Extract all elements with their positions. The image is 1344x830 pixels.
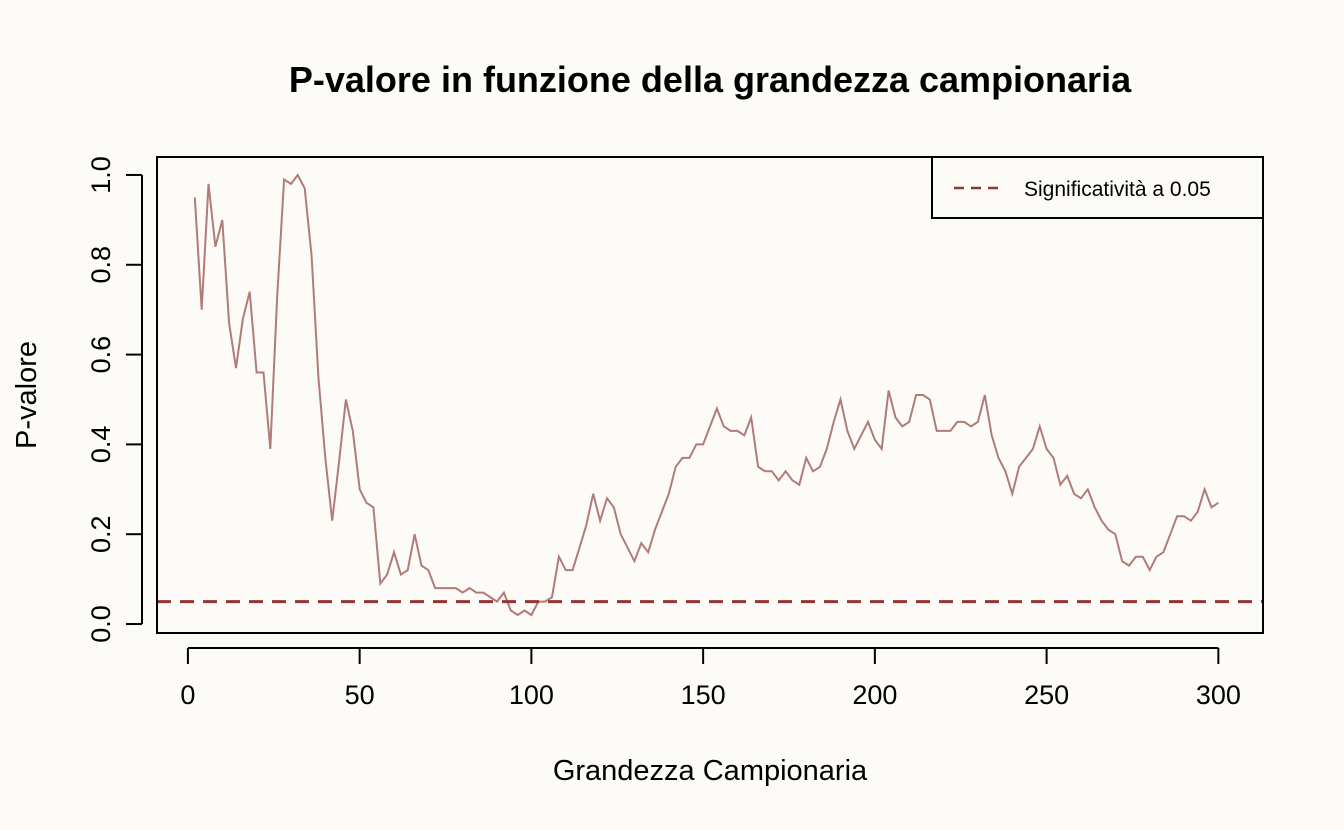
- x-tick-label: 100: [509, 680, 554, 710]
- x-tick-label: 200: [852, 680, 897, 710]
- x-tick-label: 0: [180, 680, 195, 710]
- x-tick-label: 250: [1024, 680, 1069, 710]
- chart-title: P-valore in funzione della grandezza cam…: [289, 59, 1132, 100]
- y-tick-label: 0.8: [86, 246, 116, 284]
- legend: Significatività a 0.05: [931, 156, 1264, 219]
- x-axis-label: Grandezza Campionaria: [553, 755, 868, 787]
- x-tick-label: 300: [1196, 680, 1241, 710]
- y-tick-label: 0.0: [86, 605, 116, 643]
- series-line-pvalue: [193, 173, 1219, 617]
- legend-label-threshold: Significatività a 0.05: [1024, 178, 1211, 201]
- legend-box: [931, 156, 1264, 219]
- y-tick-label: 1.0: [86, 156, 116, 194]
- x-tick-label: 50: [345, 680, 375, 710]
- x-tick-label: 150: [681, 680, 726, 710]
- y-tick-label: 0.2: [86, 515, 116, 553]
- plot-area: [157, 173, 1263, 617]
- y-tick-label: 0.4: [86, 426, 116, 464]
- y-axis: 0.0 0.2 0.4 0.6 0.8 1.0: [86, 156, 143, 643]
- y-axis-label: P-valore: [11, 341, 43, 449]
- y-tick-label: 0.6: [86, 336, 116, 374]
- x-axis: 0 50 100 150 200 250 300: [180, 647, 1241, 710]
- plot-frame: [156, 156, 1264, 634]
